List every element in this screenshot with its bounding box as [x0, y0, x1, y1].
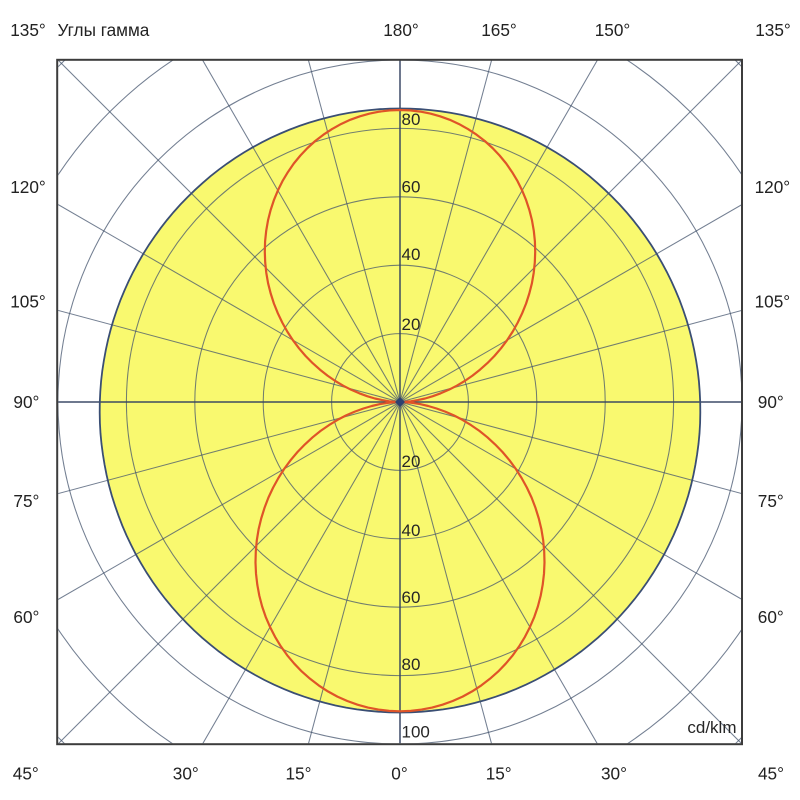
- svg-text:90°: 90°: [13, 392, 39, 412]
- svg-text:20: 20: [402, 315, 421, 334]
- svg-text:120°: 120°: [10, 177, 46, 197]
- svg-text:105°: 105°: [10, 291, 46, 311]
- svg-text:45°: 45°: [13, 764, 39, 784]
- svg-text:0°: 0°: [391, 764, 407, 784]
- svg-text:40: 40: [402, 521, 421, 540]
- svg-text:90°: 90°: [758, 392, 784, 412]
- svg-text:60°: 60°: [13, 607, 39, 627]
- svg-text:165°: 165°: [481, 20, 517, 40]
- svg-text:120°: 120°: [755, 177, 791, 197]
- svg-text:135°: 135°: [10, 20, 46, 40]
- svg-text:30°: 30°: [601, 764, 627, 784]
- svg-text:80: 80: [402, 655, 421, 674]
- svg-text:75°: 75°: [13, 491, 39, 511]
- svg-text:100: 100: [402, 723, 430, 742]
- svg-text:40: 40: [402, 245, 421, 264]
- svg-text:105°: 105°: [755, 291, 791, 311]
- svg-text:75°: 75°: [758, 491, 784, 511]
- svg-text:45°: 45°: [758, 764, 784, 784]
- svg-text:150°: 150°: [595, 20, 631, 40]
- svg-text:80: 80: [402, 110, 421, 129]
- svg-text:Углы гамма: Углы гамма: [58, 20, 150, 40]
- svg-text:cd/klm: cd/klm: [687, 718, 736, 737]
- svg-text:180°: 180°: [383, 20, 419, 40]
- svg-text:60°: 60°: [758, 607, 784, 627]
- svg-text:15°: 15°: [286, 764, 312, 784]
- svg-text:60: 60: [402, 588, 421, 607]
- svg-text:135°: 135°: [755, 20, 791, 40]
- svg-text:20: 20: [402, 452, 421, 471]
- svg-text:15°: 15°: [486, 764, 512, 784]
- svg-text:60: 60: [402, 177, 421, 196]
- svg-text:30°: 30°: [173, 764, 199, 784]
